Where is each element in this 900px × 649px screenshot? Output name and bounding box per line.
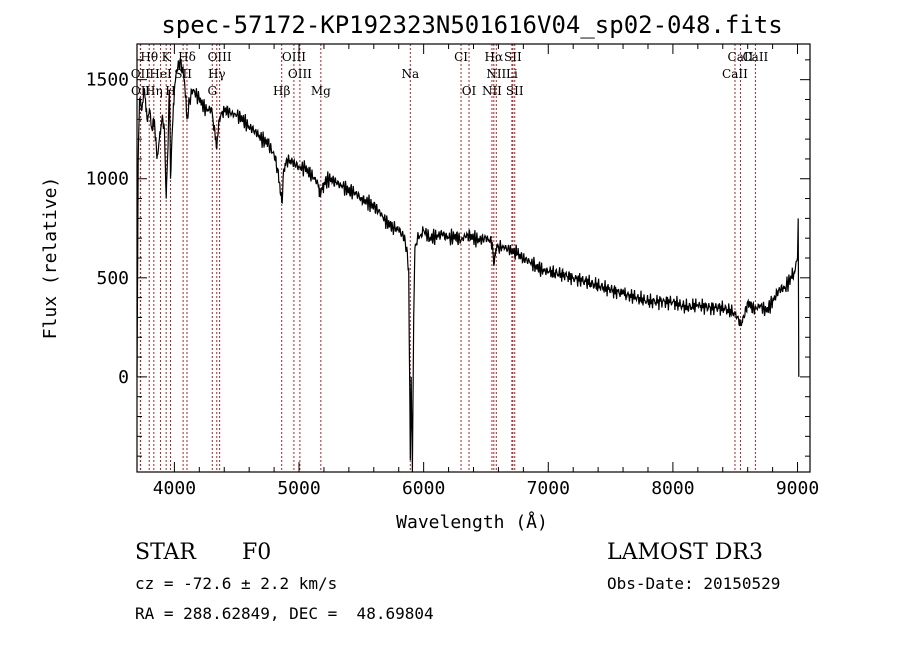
x-tick-label: 6000 — [402, 478, 445, 499]
line-marker-label: Hγ — [208, 67, 226, 81]
x-axis-label: Wavelength (Å) — [396, 511, 548, 533]
x-tick-label: 7000 — [527, 478, 570, 499]
y-axis-label: Flux (relative) — [40, 177, 61, 340]
line-marker-label: OIII — [282, 50, 306, 64]
line-marker-label: Hα — [485, 50, 504, 64]
line-marker-label: CaII — [728, 50, 754, 64]
x-axis-ticks: 4000 5000 6000 7000 8000 9000 — [153, 44, 819, 499]
plot-frame — [136, 43, 811, 473]
y-tick-label: 1000 — [86, 169, 129, 190]
line-marker-label: HeI — [149, 67, 172, 81]
line-marker-label: OI — [462, 84, 477, 98]
line-marker-label: Li — [506, 67, 518, 81]
line-marker-label: NII — [482, 84, 502, 98]
line-marker-label: H — [165, 84, 175, 98]
line-marker-label: NII — [486, 67, 506, 81]
line-marker-label: OIII — [208, 50, 232, 64]
line-marker-label: Hη — [145, 84, 163, 98]
line-marker-label: OIII — [288, 67, 312, 81]
spectrum-line — [136, 58, 800, 473]
line-marker-label: K — [162, 50, 172, 64]
x-tick-label: 4000 — [153, 478, 196, 499]
line-marker-label: CaII — [722, 67, 748, 81]
y-axis-ticks: 0 500 1000 1500 — [86, 59, 810, 457]
x-tick-label: 9000 — [776, 478, 819, 499]
survey-name: LAMOST DR3 — [607, 540, 763, 565]
object-subclass: F0 — [242, 540, 272, 565]
y-tick-label: 1500 — [86, 70, 129, 91]
y-tick-label: 500 — [96, 268, 129, 289]
line-marker-label: CaII — [742, 50, 768, 64]
line-marker-label: Mg — [311, 84, 331, 98]
line-markers — [139, 44, 756, 472]
line-marker-label: Hδ — [178, 50, 196, 64]
observation-date: Obs-Date: 20150529 — [607, 574, 781, 593]
coordinates: RA = 288.62849, DEC = 48.69804 — [135, 604, 434, 623]
y-tick-label: 0 — [118, 367, 129, 388]
line-marker-label: SII — [506, 84, 524, 98]
line-marker-label: Hθ — [140, 50, 158, 64]
line-marker-label: SII — [504, 50, 522, 64]
line-marker-label: Hβ — [273, 84, 290, 98]
chart-title: spec-57172-KP192323N501616V04_sp02-048.f… — [161, 11, 782, 39]
x-tick-label: 8000 — [651, 478, 694, 499]
line-marker-label: OII — [131, 84, 151, 98]
object-class: STAR — [135, 540, 196, 565]
line-marker-label: G — [207, 84, 217, 98]
x-tick-label: 5000 — [277, 478, 320, 499]
line-marker-label: OII — [131, 67, 151, 81]
line-marker-label: Na — [401, 67, 419, 81]
line-marker-label: CI — [454, 50, 468, 64]
redshift-velocity: cz = -72.6 ± 2.2 km/s — [135, 574, 338, 593]
